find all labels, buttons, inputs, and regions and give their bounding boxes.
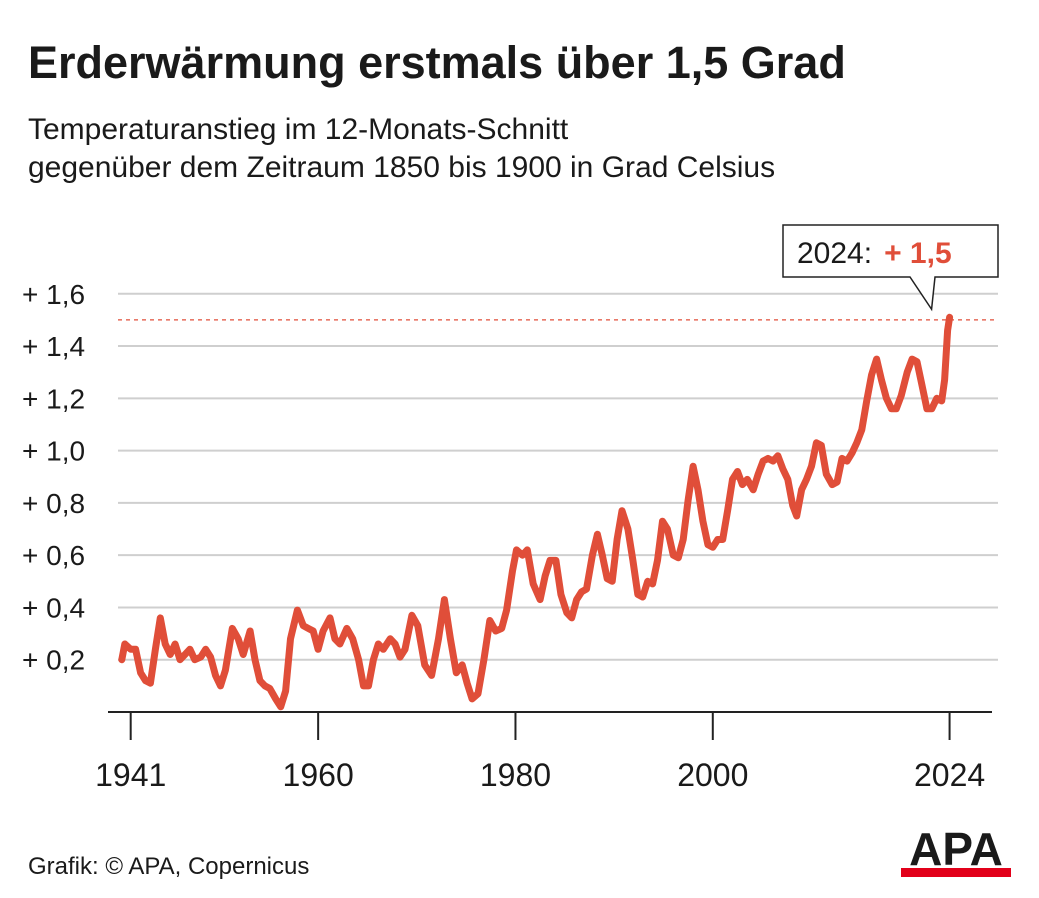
- y-tick-label: + 1,6: [22, 279, 85, 310]
- source: Grafik: © APA, Copernicus: [28, 853, 309, 880]
- data-line: [118, 313, 954, 711]
- annotation-value: + 1,5: [884, 237, 952, 270]
- y-tick-label: + 0,8: [22, 488, 85, 519]
- logo-text: APA: [909, 823, 1003, 875]
- chart-title: Erderwärmung erstmals über 1,5 Grad: [28, 37, 846, 88]
- x-tick-label: 1980: [480, 757, 551, 793]
- chart-subtitle: gegenüber dem Zeitraum 1850 bis 1900 in …: [28, 151, 775, 184]
- x-tick-label: 1941: [95, 757, 166, 793]
- logo: APA: [901, 823, 1011, 877]
- chart-subtitle: Temperaturanstieg im 12-Monats-Schnitt: [28, 113, 569, 146]
- annotation-box: [782, 224, 999, 312]
- y-tick-label: + 1,4: [22, 331, 85, 362]
- x-tick-label: 1960: [283, 757, 354, 793]
- y-tick-label: + 0,4: [22, 592, 85, 623]
- x-tick-label: 2000: [677, 757, 748, 793]
- annotation-text: 2024: + 1,5: [797, 237, 952, 270]
- y-tick-label: + 1,2: [22, 383, 85, 414]
- annotation-label: 2024:: [797, 237, 872, 270]
- y-tick-label: + 1,0: [22, 436, 85, 467]
- x-tick-label: 2024: [914, 757, 985, 793]
- logo-bar: [901, 868, 1011, 877]
- y-tick-label: + 0,2: [22, 645, 85, 676]
- y-tick-label: + 0,6: [22, 540, 85, 571]
